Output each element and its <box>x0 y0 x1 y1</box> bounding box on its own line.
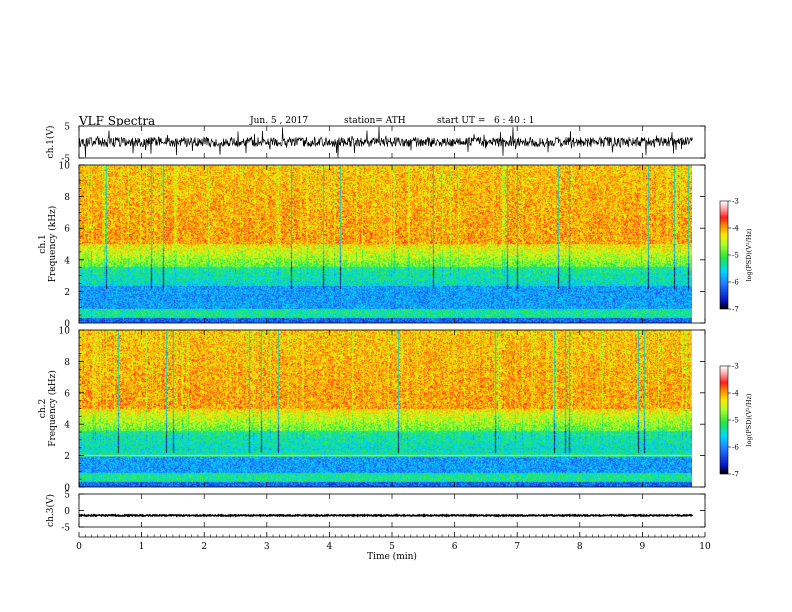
ch1-waveform-ylabel-text: ch.1(V) <box>45 126 56 159</box>
ch1-waveform-ylabel: ch.1(V) <box>45 126 56 159</box>
ch1-spectrogram-ytick-label: 0 <box>64 320 70 330</box>
ch3-waveform-ylabel: ch.3(V) <box>45 494 56 527</box>
ch1-spectrogram-colorbar-label: log(PSD)(V²/Hz) <box>745 228 753 281</box>
ch2-spectrogram-colorbar-tick-label: -7 <box>732 471 739 479</box>
x-axis-tick-label: 10 <box>699 542 711 552</box>
ch1-spectrogram-colorbar-tick-label: -5 <box>732 252 739 260</box>
ch1-spectrogram-ylabel-frequency: Frequency (kHz) <box>47 206 58 283</box>
ch2-spectrogram-colorbar-tick-label: -5 <box>732 417 739 425</box>
figure-title: VLF Spectra <box>79 114 156 128</box>
ch3-waveform-ytick-label: -5 <box>61 524 70 534</box>
ch1-spectrogram-ytick-label: 4 <box>64 256 70 266</box>
ch2-spectrogram-colorbar-tick-label: -4 <box>732 390 739 398</box>
ch1-waveform-ytick-label: 5 <box>64 123 70 133</box>
ch2-spectrogram-ytick-label: 0 <box>64 484 70 494</box>
x-axis-tick-label: 2 <box>201 542 207 552</box>
ch2-spectrogram-ytick-label: 10 <box>59 327 71 337</box>
start-time-label: start UT = 6 : 40 : 1 <box>437 116 535 126</box>
ch1-spectrogram-colorbar <box>720 201 728 309</box>
ch2-spectrogram-ylabel: ch.2 Frequency (kHz) <box>38 370 58 447</box>
ch2-spectrogram-colorbar-label-text: log(PSD)(V²/Hz) <box>745 393 753 446</box>
x-axis-tick-label: 8 <box>577 542 583 552</box>
x-axis-tick-label: 7 <box>514 542 520 552</box>
x-axis-tick-label: 6 <box>452 542 458 552</box>
x-axis-tick-label: 5 <box>389 542 395 552</box>
ch1-spectrogram-colorbar-tick-label: -4 <box>732 225 739 233</box>
x-axis-tick-label: 9 <box>640 542 646 552</box>
ch2-spectrogram-ylabel-channel: ch.2 <box>38 399 48 418</box>
ch2-spectrogram-colorbar-tick-label: -6 <box>732 444 739 452</box>
ch3-waveform-ytick-label: 5 <box>64 491 70 501</box>
ch1-spectrogram-ylabel-channel: ch.1 <box>38 234 48 253</box>
x-axis-tick-label: 4 <box>327 542 333 552</box>
x-axis-tick-label: 3 <box>264 542 270 552</box>
x-axis-label: Time (min) <box>367 551 417 562</box>
ch1-spectrogram-ytick-label: 6 <box>64 225 70 235</box>
station-label: station= ATH <box>344 116 406 126</box>
ch3-waveform-ytick-label: 0 <box>64 507 70 517</box>
ch3-waveform-trace <box>78 513 694 518</box>
ch1-spectrogram-ytick-label: 10 <box>59 162 71 172</box>
ch1-spectrogram-colorbar-tick-label: -6 <box>732 279 739 287</box>
ch1-spectrogram-colorbar-tick-label: -3 <box>732 198 739 206</box>
ch1-spectrogram-ytick-label: 2 <box>64 288 70 298</box>
ch2-spectrogram-colorbar-label: log(PSD)(V²/Hz) <box>745 393 753 446</box>
ch2-spectrogram-ytick-label: 2 <box>64 452 70 462</box>
ch1-spectrogram-colorbar-tick-label: -7 <box>732 306 739 314</box>
ch2-spectrogram-ytick-label: 4 <box>64 421 70 431</box>
ch1-spectrogram-ylabel: ch.1 Frequency (kHz) <box>38 206 58 283</box>
ch1-spectrogram-image <box>79 165 692 323</box>
ch3-waveform-ylabel-text: ch.3(V) <box>45 494 56 527</box>
ch1-waveform-trace <box>78 126 693 158</box>
x-axis-tick-label: 0 <box>76 542 82 552</box>
ch2-spectrogram-image <box>79 330 692 487</box>
ch2-spectrogram-colorbar-tick-label: -3 <box>732 363 739 371</box>
ch2-spectrogram-ytick-label: 6 <box>64 389 70 399</box>
date-label: Jun. 5 , 2017 <box>250 116 309 126</box>
x-axis-tick-label: 1 <box>139 542 145 552</box>
ch2-spectrogram-ytick-label: 8 <box>64 358 70 368</box>
ch2-spectrogram-ylabel-frequency: Frequency (kHz) <box>47 370 58 447</box>
ch2-spectrogram-colorbar <box>720 366 728 474</box>
ch1-spectrogram-ytick-label: 8 <box>64 193 70 203</box>
ch1-spectrogram-colorbar-label-text: log(PSD)(V²/Hz) <box>745 228 753 281</box>
ch1-waveform-ytick-label: -5 <box>61 155 70 165</box>
